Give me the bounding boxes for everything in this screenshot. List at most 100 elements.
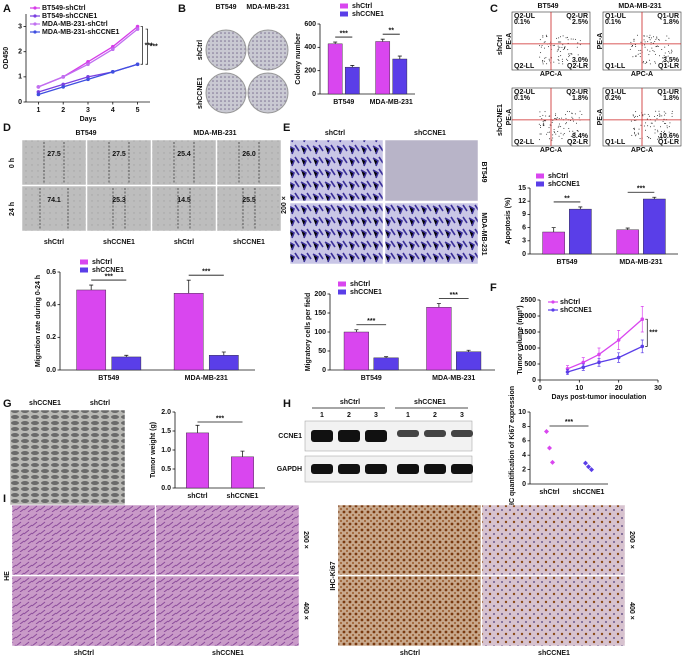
flow-event: [539, 45, 541, 47]
point: [640, 317, 645, 322]
colony-dish: [205, 72, 247, 114]
band: [338, 430, 360, 442]
flow-event: [561, 46, 563, 48]
flow-event: [662, 57, 664, 59]
x-tick-label: BT549: [333, 99, 354, 106]
flow-event: [542, 123, 544, 125]
x-tick-label: shCCNE1: [227, 493, 259, 500]
flow-event: [542, 60, 544, 62]
flow-event: [576, 46, 578, 48]
y-tick-label: 100: [314, 329, 326, 336]
flow-event: [570, 38, 572, 40]
y-tick-label: 2: [18, 49, 22, 56]
flow-event: [568, 53, 570, 55]
flow-event: [632, 115, 634, 117]
flow-event: [564, 46, 566, 48]
flow-event: [634, 131, 636, 133]
flow-event: [551, 121, 553, 123]
flow-event: [559, 46, 561, 48]
flow-event: [547, 131, 549, 133]
quadrant-name: Q2-LR: [567, 63, 588, 70]
legend-label: MDA-MB-231-shCtrl: [42, 21, 108, 28]
x-tick-label: 0: [538, 385, 542, 392]
quadrant-value: 1.8%: [663, 95, 680, 102]
group-label: shCCNE1: [212, 650, 244, 657]
flow-event: [662, 132, 664, 134]
y-axis-label: OD450: [3, 47, 10, 69]
x-axis-label: APC-A: [631, 147, 653, 154]
flow-event: [548, 58, 550, 60]
flow-event: [572, 61, 574, 63]
flow-event: [557, 131, 559, 133]
y-axis-label: Migratory cells per field: [305, 293, 312, 372]
y-tick-label: 3: [522, 238, 526, 245]
group-label: shCtrl: [74, 650, 94, 657]
panel-label: D: [3, 122, 11, 134]
flow-event: [543, 122, 545, 124]
magnification-label: 400 ×: [628, 602, 635, 620]
legend-label: shCCNE1: [350, 289, 382, 296]
transwell-image: [384, 139, 479, 202]
flow-event: [633, 38, 635, 40]
flow-event: [671, 60, 673, 62]
flow-event: [542, 125, 544, 127]
flow-event: [563, 133, 565, 135]
point: [586, 464, 591, 470]
lane-label: shCCNE1: [103, 239, 135, 246]
histology-image: [337, 504, 482, 576]
band: [397, 430, 419, 437]
wound-image: [216, 139, 282, 186]
legend-label: shCCNE1: [92, 267, 124, 274]
y-tick-label: 150: [314, 310, 326, 317]
flow-event: [648, 137, 650, 139]
y-tick-label: 4: [522, 452, 526, 459]
flow-event: [546, 133, 548, 135]
flow-event: [562, 134, 564, 136]
quadrant-name: Q1-LL: [605, 63, 626, 70]
flow-event: [542, 61, 544, 63]
flow-event: [552, 137, 554, 139]
flow-event: [572, 38, 574, 40]
quadrant-value: 0.1%: [514, 95, 531, 102]
row-label: MDA-MB-231: [480, 212, 487, 255]
flow-event: [630, 120, 632, 122]
flow-event: [558, 37, 560, 39]
legend-swatch: [536, 173, 544, 179]
flow-event: [634, 133, 636, 135]
flow-event: [659, 55, 661, 57]
y-tick-label: 500: [524, 361, 536, 368]
flow-event: [658, 136, 660, 138]
significance-bracket: [140, 26, 143, 65]
flow-event: [647, 41, 649, 43]
flow-event: [579, 44, 581, 46]
flow-event: [633, 128, 635, 130]
point: [597, 352, 601, 357]
flow-event: [580, 133, 582, 135]
flow-event: [564, 48, 566, 50]
flow-event: [579, 62, 581, 64]
magnification-label: 200 ×: [628, 531, 635, 549]
flow-event: [661, 137, 663, 139]
flow-event: [569, 111, 571, 113]
significance-label: ***: [340, 30, 348, 37]
bar: [231, 456, 254, 489]
flow-event: [655, 110, 657, 112]
flow-event: [545, 34, 547, 36]
photo-label: shCtrl: [90, 400, 110, 407]
flow-event: [658, 113, 660, 115]
flow-event: [558, 123, 560, 125]
flow-event: [640, 41, 642, 43]
flow-event: [543, 47, 545, 49]
wound-width: 14.5: [177, 197, 191, 204]
stain-label: HE: [4, 571, 11, 581]
magnification-label: 200 ×: [281, 196, 288, 214]
flow-event: [556, 117, 558, 119]
flow-event: [647, 114, 649, 116]
point: [111, 44, 115, 49]
error-bar: [354, 329, 359, 332]
flow-event: [579, 110, 581, 112]
flow-event: [576, 122, 578, 124]
flow-event: [542, 120, 544, 122]
bar: [426, 307, 452, 371]
y-tick-label: 200: [304, 68, 316, 75]
